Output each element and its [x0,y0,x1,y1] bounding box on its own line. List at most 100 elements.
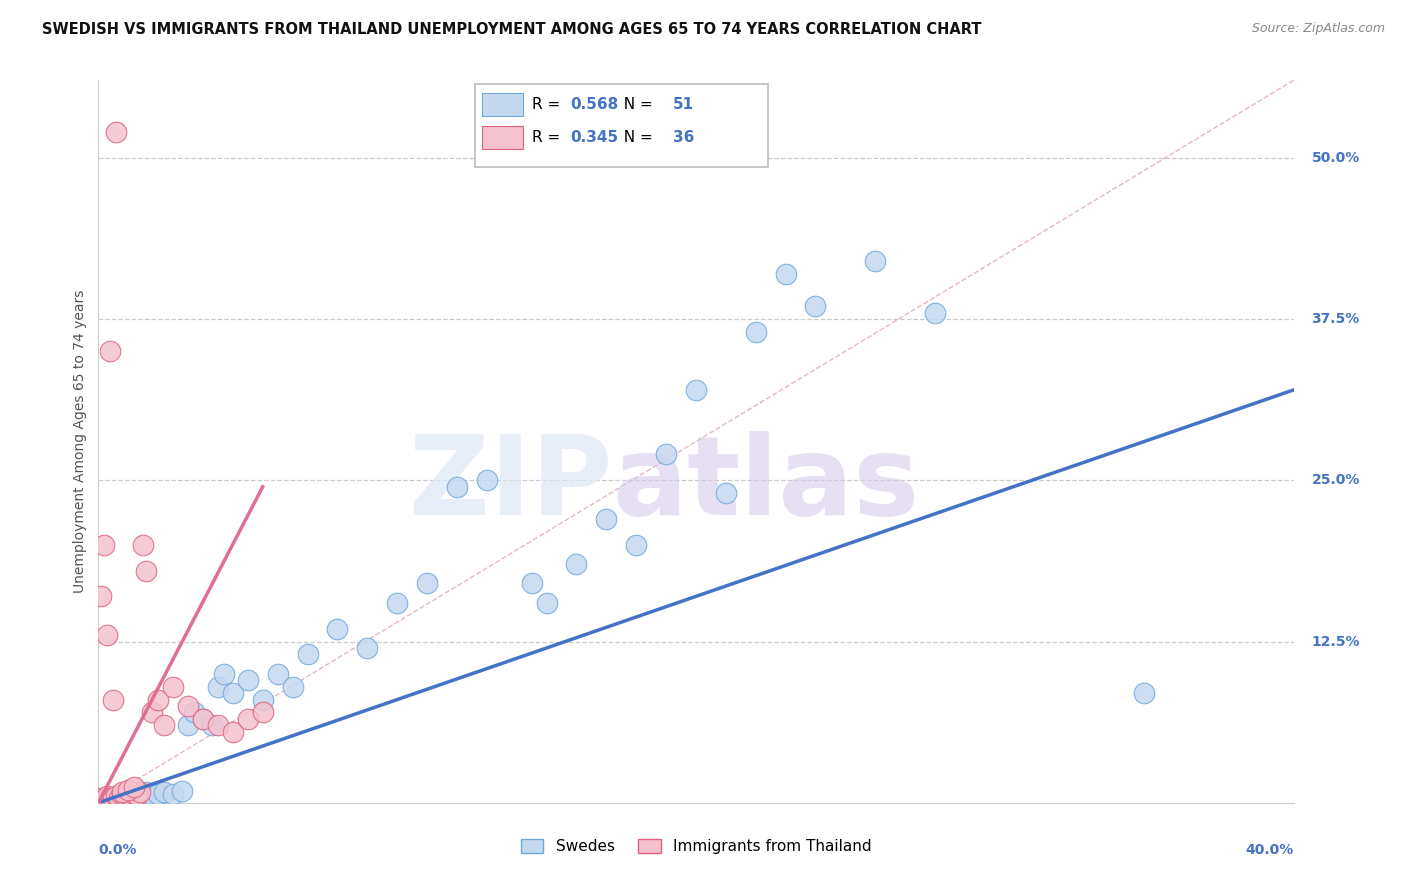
Point [105,125,128,139]
Point [114,789,136,804]
Point [141,706,163,720]
Point [685,383,707,397]
Text: ZIP: ZIP [409,432,613,539]
Text: Source: ZipAtlas.com: Source: ZipAtlas.com [1251,22,1385,36]
Point [148,787,170,801]
Text: 36: 36 [673,130,695,145]
Point [127,788,149,802]
Text: 40.0%: 40.0% [1246,843,1294,856]
Text: R =: R = [533,96,565,112]
Point [326,622,349,636]
Point [191,712,214,726]
Point [120,790,142,805]
Text: 37.5%: 37.5% [1312,312,1360,326]
Text: N =: N = [613,96,657,112]
Point [93,538,115,552]
Point [98,344,122,359]
Text: 25.0%: 25.0% [1312,474,1360,487]
Point [222,686,245,700]
Point [201,718,224,732]
Point [135,564,157,578]
Point [117,783,139,797]
Point [120,789,142,804]
Text: SWEDISH VS IMMIGRANTS FROM THAILAND UNEMPLOYMENT AMONG AGES 65 TO 74 YEARS CORRE: SWEDISH VS IMMIGRANTS FROM THAILAND UNEM… [42,22,981,37]
Point [103,790,125,805]
Point [96,792,118,806]
Point [236,673,259,688]
Point [103,692,125,706]
Point [132,538,155,552]
Point [207,718,229,732]
Point [1133,686,1156,700]
Point [93,792,115,806]
Point [108,790,131,805]
Point [565,557,588,571]
Point [804,299,827,313]
Text: 0.568: 0.568 [571,96,619,112]
Text: R =: R = [533,130,565,145]
Legend: Swedes, Immigrants from Thailand: Swedes, Immigrants from Thailand [515,833,877,860]
Point [135,785,157,799]
Point [129,785,152,799]
Point [297,648,319,662]
Point [177,718,200,732]
Point [141,788,163,802]
Point [222,724,245,739]
Point [90,590,112,604]
Point [191,712,214,726]
FancyBboxPatch shape [482,126,523,149]
Point [172,784,194,798]
Point [87,792,110,806]
Point [103,792,125,806]
Text: 50.0%: 50.0% [1312,151,1360,165]
Point [865,254,887,268]
Point [162,787,184,801]
Point [385,596,409,610]
FancyBboxPatch shape [482,93,523,116]
FancyBboxPatch shape [475,84,768,167]
Point [132,787,155,801]
Point [356,640,378,655]
Point [105,789,128,804]
Point [207,680,229,694]
Point [714,486,737,500]
Point [475,473,498,487]
Text: 12.5%: 12.5% [1312,634,1360,648]
Text: atlas: atlas [613,432,920,539]
Point [183,706,205,720]
Point [281,680,304,694]
Point [111,785,134,799]
Point [148,692,170,706]
Point [153,718,176,732]
Text: N =: N = [613,130,657,145]
Point [117,788,139,802]
Point [124,789,146,804]
Point [446,480,468,494]
Point [153,785,176,799]
Point [252,706,274,720]
Point [252,692,274,706]
Point [745,325,768,339]
Point [162,680,184,694]
Point [236,712,259,726]
Point [111,788,134,802]
Point [96,789,118,804]
Point [96,628,118,642]
Point [98,793,122,807]
Text: 51: 51 [673,96,695,112]
Point [626,538,648,552]
Point [111,792,134,806]
Point [117,789,139,804]
Point [124,787,146,801]
Point [108,789,131,804]
Point [212,666,235,681]
Point [177,699,200,714]
Point [93,793,115,807]
Text: 0.345: 0.345 [571,130,619,145]
Point [595,512,617,526]
Point [105,792,128,806]
Point [655,447,678,461]
Point [127,788,149,802]
Point [267,666,290,681]
Point [536,596,558,610]
